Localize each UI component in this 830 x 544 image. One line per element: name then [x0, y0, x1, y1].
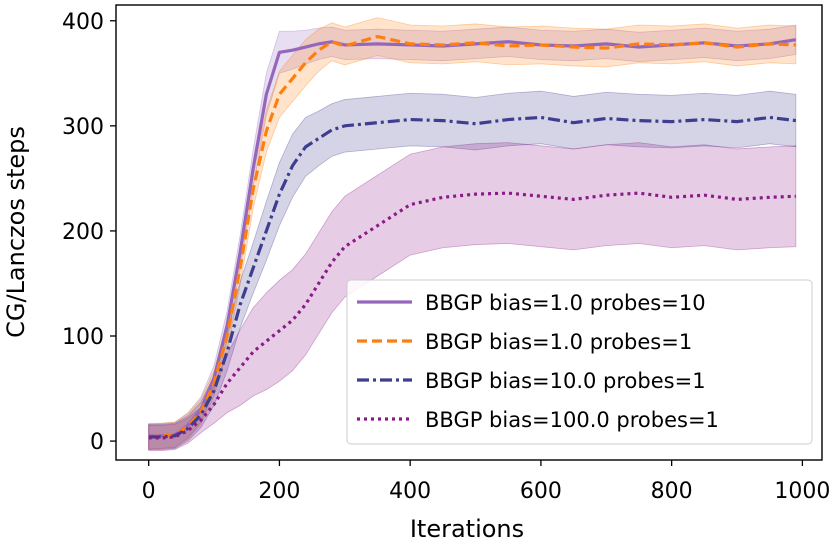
y-axis-label: CG/Lanczos steps	[2, 126, 30, 338]
x-tick-label: 1000	[774, 479, 830, 504]
legend-label-1: BBGP bias=1.0 probes=10	[425, 291, 706, 315]
y-tick-label: 200	[62, 220, 104, 245]
legend: BBGP bias=1.0 probes=10 BBGP bias=1.0 pro…	[346, 279, 813, 445]
series-lines	[148, 34, 797, 440]
x-axis-label: Iterations	[410, 515, 524, 543]
y-tick-label: 400	[62, 10, 104, 35]
band-series-4	[148, 142, 797, 451]
y-tick-label: 100	[62, 325, 104, 350]
y-tick-label: 300	[62, 115, 104, 140]
x-tick-label: 200	[258, 479, 300, 504]
x-axis: 0 200 400 600 800 1000	[142, 460, 830, 504]
confidence-bands	[148, 17, 797, 451]
legend-label-2: BBGP bias=1.0 probes=1	[425, 330, 692, 354]
x-tick-label: 0	[142, 479, 156, 504]
line-series-2	[148, 34, 796, 439]
plot-frame	[115, 4, 823, 461]
x-tick-label: 800	[651, 479, 693, 504]
y-axis: 0 100 200 300 400	[62, 10, 116, 455]
legend-box	[346, 279, 813, 445]
x-tick-label: 400	[389, 479, 431, 504]
line-series-3	[148, 115, 797, 439]
band-series-1	[148, 24, 797, 449]
y-tick-label: 0	[90, 430, 104, 455]
band-series-2	[148, 17, 797, 450]
line-series-4	[148, 191, 796, 440]
legend-label-4: BBGP bias=100.0 probes=1	[425, 408, 719, 432]
legend-label-3: BBGP bias=10.0 probes=1	[425, 369, 706, 393]
x-tick-label: 600	[520, 479, 562, 504]
band-series-3	[148, 90, 797, 450]
